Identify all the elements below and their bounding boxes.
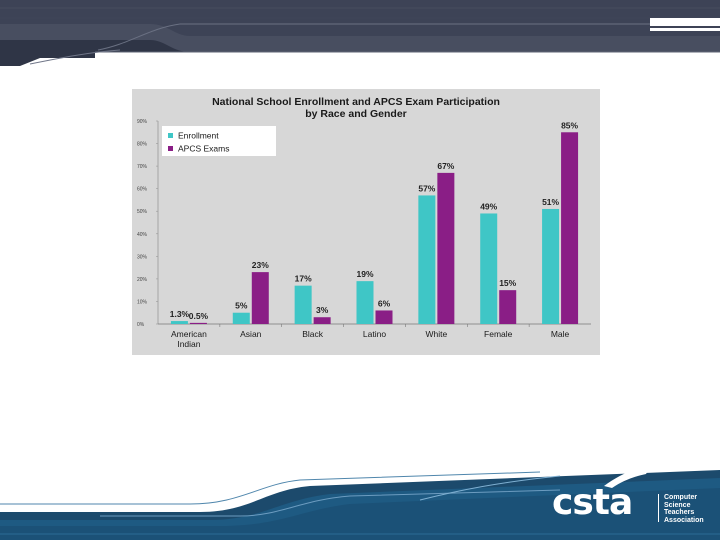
- bar-apcs-exams: [375, 310, 393, 324]
- data-label-apcs-exams: 6%: [378, 298, 391, 308]
- data-label-enrollment: 5%: [235, 301, 248, 311]
- bar-apcs-exams: [437, 172, 455, 324]
- data-label-apcs-exams: 23%: [252, 260, 269, 270]
- data-label-enrollment: 1.3%: [170, 309, 190, 319]
- logo-divider: [658, 494, 659, 522]
- bar-enrollment: [418, 195, 436, 324]
- bar-enrollment: [480, 213, 498, 324]
- x-category-label: Latino: [363, 329, 386, 339]
- bottom-decorative-banner: [0, 464, 720, 540]
- data-label-apcs-exams: 67%: [437, 161, 454, 171]
- data-label-enrollment: 49%: [480, 201, 497, 211]
- y-tick-label: 20%: [137, 277, 148, 283]
- bar-apcs-exams: [189, 322, 207, 324]
- y-tick-label: 40%: [137, 232, 148, 238]
- y-tick-label: 50%: [137, 209, 148, 215]
- legend-label-enrollment: Enrollment: [178, 131, 219, 141]
- chart-title-line-1: National School Enrollment and APCS Exam…: [212, 96, 500, 108]
- data-label-apcs-exams: 85%: [561, 120, 578, 130]
- legend-swatch-enrollment: [168, 133, 173, 138]
- logo-tagline: Computer Science Teachers Association: [664, 494, 704, 524]
- logo-tagline-line-3: Teachers: [664, 509, 695, 516]
- bar-apcs-exams: [499, 290, 517, 324]
- logo-tagline-line-1: Computer: [664, 494, 698, 501]
- x-category-label: Indian: [177, 339, 200, 349]
- data-label-enrollment: 19%: [356, 269, 373, 279]
- data-label-enrollment: 51%: [542, 197, 559, 207]
- x-category-label: Asian: [240, 329, 262, 339]
- x-category-label: Black: [302, 329, 324, 339]
- bars: 1.3% 0.5% 5% 23% 17% 3% 19% 6% 57% 67% 49% 15% 51% 85…: [170, 120, 579, 324]
- legend-label-apcs-exams: APCS Exams: [178, 144, 230, 154]
- logo-tagline-line-4: Association: [664, 516, 704, 524]
- bar-apcs-exams: [313, 317, 331, 324]
- legend: Enrollment APCS Exams: [162, 126, 276, 156]
- data-label-apcs-exams: 15%: [499, 278, 516, 288]
- y-axis-ticks: 0% 10% 20% 30% 40% 50% 60% 70% 80% 90%: [137, 119, 158, 328]
- top-decorative-banner: [0, 0, 720, 66]
- bar-apcs-exams: [251, 272, 269, 324]
- chart-title-line-2: by Race and Gender: [305, 108, 407, 120]
- x-category-label: Male: [551, 329, 570, 339]
- data-label-enrollment: 57%: [418, 183, 435, 193]
- y-tick-label: 90%: [137, 119, 148, 125]
- legend-swatch-apcs-exams: [168, 146, 173, 151]
- logo-tagline-line-2: Science: [664, 501, 691, 509]
- bar-apcs-exams: [561, 132, 579, 324]
- y-tick-label: 70%: [137, 164, 148, 170]
- csta-logo: csta Computer Science Teachers Associati…: [552, 458, 712, 528]
- y-tick-label: 60%: [137, 187, 148, 193]
- bar-enrollment: [232, 312, 250, 324]
- bar-enrollment: [170, 321, 188, 324]
- x-category-label: Female: [484, 329, 513, 339]
- data-label-enrollment: 17%: [295, 274, 312, 284]
- y-tick-label: 80%: [137, 142, 148, 148]
- logo-wordmark: csta: [552, 482, 633, 523]
- x-category-label: American: [171, 329, 207, 339]
- x-category-label: White: [425, 329, 447, 339]
- data-label-apcs-exams: 3%: [316, 305, 329, 315]
- bar-enrollment: [356, 281, 374, 324]
- legend-box: [162, 126, 276, 156]
- y-tick-label: 10%: [137, 299, 148, 305]
- y-tick-label: 30%: [137, 254, 148, 260]
- bar-enrollment: [294, 285, 312, 324]
- data-label-apcs-exams: 0.5%: [189, 311, 209, 321]
- y-tick-label: 0%: [137, 322, 145, 328]
- chart-panel: National School Enrollment and APCS Exam…: [132, 89, 600, 355]
- bar-chart: National School Enrollment and APCS Exam…: [137, 96, 591, 349]
- bar-enrollment: [542, 208, 560, 324]
